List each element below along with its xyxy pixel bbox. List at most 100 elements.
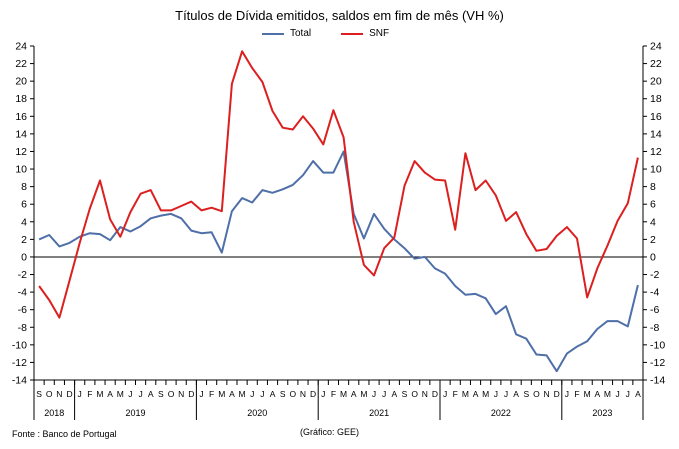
y-tick-label-right: -2 (650, 269, 659, 281)
x-tick-label: F (453, 389, 458, 399)
x-tick-label: M (239, 389, 246, 399)
series-line-total (38, 150, 639, 373)
x-tick-label: S (158, 389, 164, 399)
x-tick-label: D (554, 389, 560, 399)
x-tick-label: N (422, 389, 428, 399)
x-tick-label: F (87, 389, 92, 399)
x-tick-label: A (107, 389, 113, 399)
x-tick-label: A (391, 389, 397, 399)
x-tick-label: M (482, 389, 489, 399)
x-tick-label: D (188, 389, 194, 399)
x-tick-label: M (360, 389, 367, 399)
year-label: 2019 (125, 408, 145, 418)
y-tick-label-left: -4 (18, 287, 27, 299)
y-tick-label-right: 20 (650, 76, 662, 88)
legend: Total SNF (262, 28, 389, 39)
x-tick-label: F (331, 389, 336, 399)
y-tick-label-left: -10 (12, 339, 27, 351)
y-tick-label-right: 0 (650, 251, 656, 263)
x-tick-label: N (56, 389, 62, 399)
y-tick-label-left: -12 (12, 357, 27, 369)
x-tick-label: A (351, 389, 357, 399)
y-tick-label-left: 8 (21, 181, 27, 193)
year-label: 2022 (491, 408, 511, 418)
y-tick-label-right: -10 (650, 339, 665, 351)
x-tick-label: O (411, 389, 418, 399)
x-tick-label: J (504, 389, 508, 399)
x-tick-label: J (443, 389, 447, 399)
x-tick-label: N (300, 389, 306, 399)
y-tick-label-left: 20 (15, 76, 27, 88)
y-tick-label-left: 14 (15, 128, 27, 140)
x-tick-label: A (513, 389, 519, 399)
legend-label-total: Total (290, 28, 312, 39)
x-tick-label: J (565, 389, 569, 399)
x-tick-label: J (494, 389, 498, 399)
y-tick-label-left: 24 (15, 41, 27, 53)
y-tick-label-right: -12 (650, 357, 665, 369)
x-tick-label: J (616, 389, 620, 399)
x-tick-label: M (96, 389, 103, 399)
x-tick-label: A (148, 389, 154, 399)
x-tick-label: M (604, 389, 611, 399)
x-tick-label: A (635, 389, 641, 399)
y-tick-label-left: 16 (15, 111, 27, 123)
y-tick-label-left: -8 (18, 322, 27, 334)
y-tick-label-right: 6 (650, 199, 656, 211)
y-tick-label-right: -14 (650, 375, 665, 387)
x-tick-label: J (321, 389, 325, 399)
y-tick-label-right: 14 (650, 128, 662, 140)
y-tick-label-right: 24 (650, 41, 662, 53)
x-tick-label: N (178, 389, 184, 399)
x-tick-label: S (36, 389, 42, 399)
x-tick-label: S (280, 389, 286, 399)
legend-item-total: Total (262, 28, 311, 39)
x-tick-label: A (229, 389, 235, 399)
x-tick-label: F (209, 389, 214, 399)
y-tick-label-right: -4 (650, 287, 659, 299)
y-tick-label-left: 4 (21, 216, 27, 228)
x-tick-label: O (533, 389, 540, 399)
y-tick-label-left: 6 (21, 199, 27, 211)
x-tick-label: J (372, 389, 376, 399)
chart-credit: (Gráfico: GEE) (300, 427, 360, 437)
x-tick-label: J (199, 389, 203, 399)
y-tick-label-left: 0 (21, 251, 27, 263)
y-tick-label-left: 22 (15, 58, 27, 70)
y-tick-label-right: -6 (650, 304, 659, 316)
x-tick-label: S (402, 389, 408, 399)
y-tick-label-left: 18 (15, 93, 27, 105)
x-tick-label: M (462, 389, 469, 399)
y-tick-label-left: 10 (15, 164, 27, 176)
year-label: 2018 (44, 408, 64, 418)
x-tick-label: O (168, 389, 175, 399)
y-tick-label-right: 2 (650, 234, 656, 246)
y-tick-label-right: 22 (650, 58, 662, 70)
x-tick-label: J (138, 389, 142, 399)
x-tick-label: J (626, 389, 630, 399)
legend-swatch-snf (341, 32, 364, 35)
x-tick-label: M (584, 389, 591, 399)
x-tick-label: J (78, 389, 82, 399)
series-line-snf (38, 50, 639, 319)
x-tick-label: J (260, 389, 264, 399)
x-tick-label: O (46, 389, 53, 399)
x-tick-label: A (473, 389, 479, 399)
x-tick-label: M (218, 389, 225, 399)
y-tick-label-left: -14 (12, 375, 27, 387)
y-tick-label-left: -2 (18, 269, 27, 281)
y-tick-label-right: 4 (650, 216, 656, 228)
x-tick-label: J (128, 389, 132, 399)
x-tick-label: D (310, 389, 316, 399)
x-tick-label: D (432, 389, 438, 399)
year-label: 2021 (369, 408, 389, 418)
y-tick-label-right: 12 (650, 146, 662, 158)
y-tick-label-left: -6 (18, 304, 27, 316)
y-tick-label-right: -8 (650, 322, 659, 334)
x-tick-label: O (290, 389, 297, 399)
y-tick-label-right: 18 (650, 93, 662, 105)
chart-title: Títulos de Dívida emitidos, saldos em fi… (175, 8, 504, 23)
y-tick-label-left: 12 (15, 146, 27, 158)
x-tick-label: D (66, 389, 72, 399)
y-tick-label-right: 10 (650, 164, 662, 176)
